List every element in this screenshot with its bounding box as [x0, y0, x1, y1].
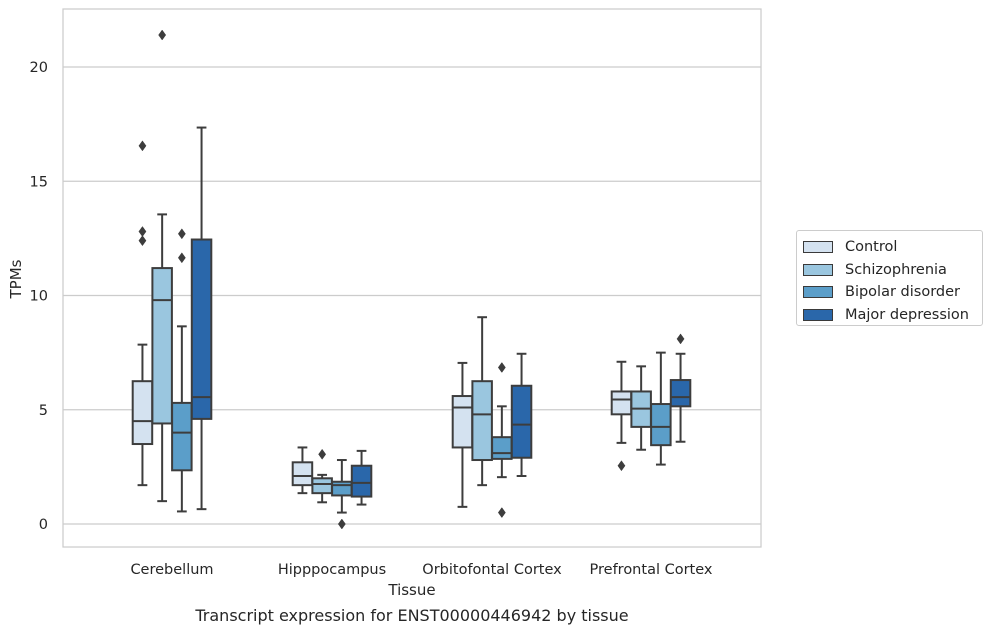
box-plot: [331, 459, 353, 530]
y-tick-label: 0: [39, 517, 48, 533]
box-plot: [610, 360, 633, 472]
y-tick-label: 10: [30, 289, 48, 305]
box-plot: [350, 449, 373, 506]
outlier-point: [676, 333, 685, 345]
y-tick-label: 15: [30, 174, 48, 190]
box-plot: [190, 126, 213, 511]
y-tick-label: 5: [39, 403, 48, 419]
box-iqr: [510, 384, 533, 459]
legend-label: Control: [845, 239, 898, 256]
box-plot: [491, 362, 513, 519]
box-plot: [510, 352, 533, 478]
box-iqr: [610, 390, 633, 416]
box-iqr: [650, 403, 672, 447]
legend-swatch: [803, 308, 833, 321]
y-axis-label: TPMs: [7, 259, 25, 299]
x-tick-label: Prefrontal Cortex: [590, 562, 713, 578]
x-tick-label: Hipppocampus: [278, 562, 386, 578]
series-schizophrenia: [151, 29, 652, 504]
box-iqr: [451, 395, 474, 449]
legend-label: Bipolar disorder: [845, 284, 960, 301]
series-bipolar-disorder: [171, 228, 672, 530]
x-axis-ticks: Cerebellum Hipppocampus Orbitofontal Corte…: [130, 562, 712, 578]
box-series: [131, 29, 692, 530]
box-plot: [171, 228, 193, 513]
box-plot: [451, 361, 474, 508]
box-iqr: [331, 480, 353, 497]
outlier-point: [138, 140, 147, 152]
box-iqr: [471, 380, 493, 462]
legend-item: Bipolar disorder: [803, 281, 976, 304]
outlier-point: [138, 235, 147, 247]
box-iqr: [350, 464, 373, 498]
outlier-point: [497, 362, 506, 373]
box-iqr: [131, 380, 154, 446]
legend-swatch: [803, 241, 833, 254]
legend: Control Schizophrenia Bipolar disorder Majo…: [796, 230, 983, 326]
box-iqr: [669, 379, 692, 408]
box-plot: [131, 140, 154, 487]
outlier-point: [158, 29, 167, 41]
box-plot: [650, 351, 672, 466]
legend-label: Major depression: [845, 306, 969, 323]
legend-label: Schizophrenia: [845, 261, 947, 278]
box-iqr: [311, 477, 333, 495]
x-axis-label: Tissue: [387, 581, 435, 599]
outlier-point: [177, 228, 186, 240]
outlier-point: [617, 460, 626, 472]
legend-item: Major depression: [803, 304, 976, 327]
box-plot: [151, 29, 173, 503]
y-tick-label: 20: [30, 60, 48, 76]
outlier-point: [138, 226, 147, 237]
outlier-point: [497, 507, 506, 519]
legend-swatch: [803, 263, 833, 276]
series-control: [131, 140, 633, 508]
box-iqr: [491, 436, 513, 460]
chart-caption: Transcript expression for ENST0000044694…: [195, 606, 629, 625]
box-plot: [471, 316, 493, 487]
legend-item: Schizophrenia: [803, 259, 976, 282]
y-axis-ticks: 0 5 10 15 20: [30, 60, 48, 533]
x-tick-label: Cerebellum: [130, 562, 213, 578]
outlier-point: [318, 448, 327, 460]
x-tick-label: Orbitofontal Cortex: [422, 562, 562, 578]
legend-item: Control: [803, 236, 976, 259]
box-plot: [291, 446, 314, 495]
outlier-point: [337, 518, 346, 530]
outlier-point: [177, 252, 186, 264]
box-iqr: [291, 461, 314, 487]
series-major-depression: [190, 126, 692, 511]
box-iqr: [190, 238, 213, 420]
box-plot: [669, 333, 692, 443]
box-iqr: [171, 401, 193, 472]
box-iqr: [151, 267, 173, 425]
legend-swatch: [803, 286, 833, 299]
